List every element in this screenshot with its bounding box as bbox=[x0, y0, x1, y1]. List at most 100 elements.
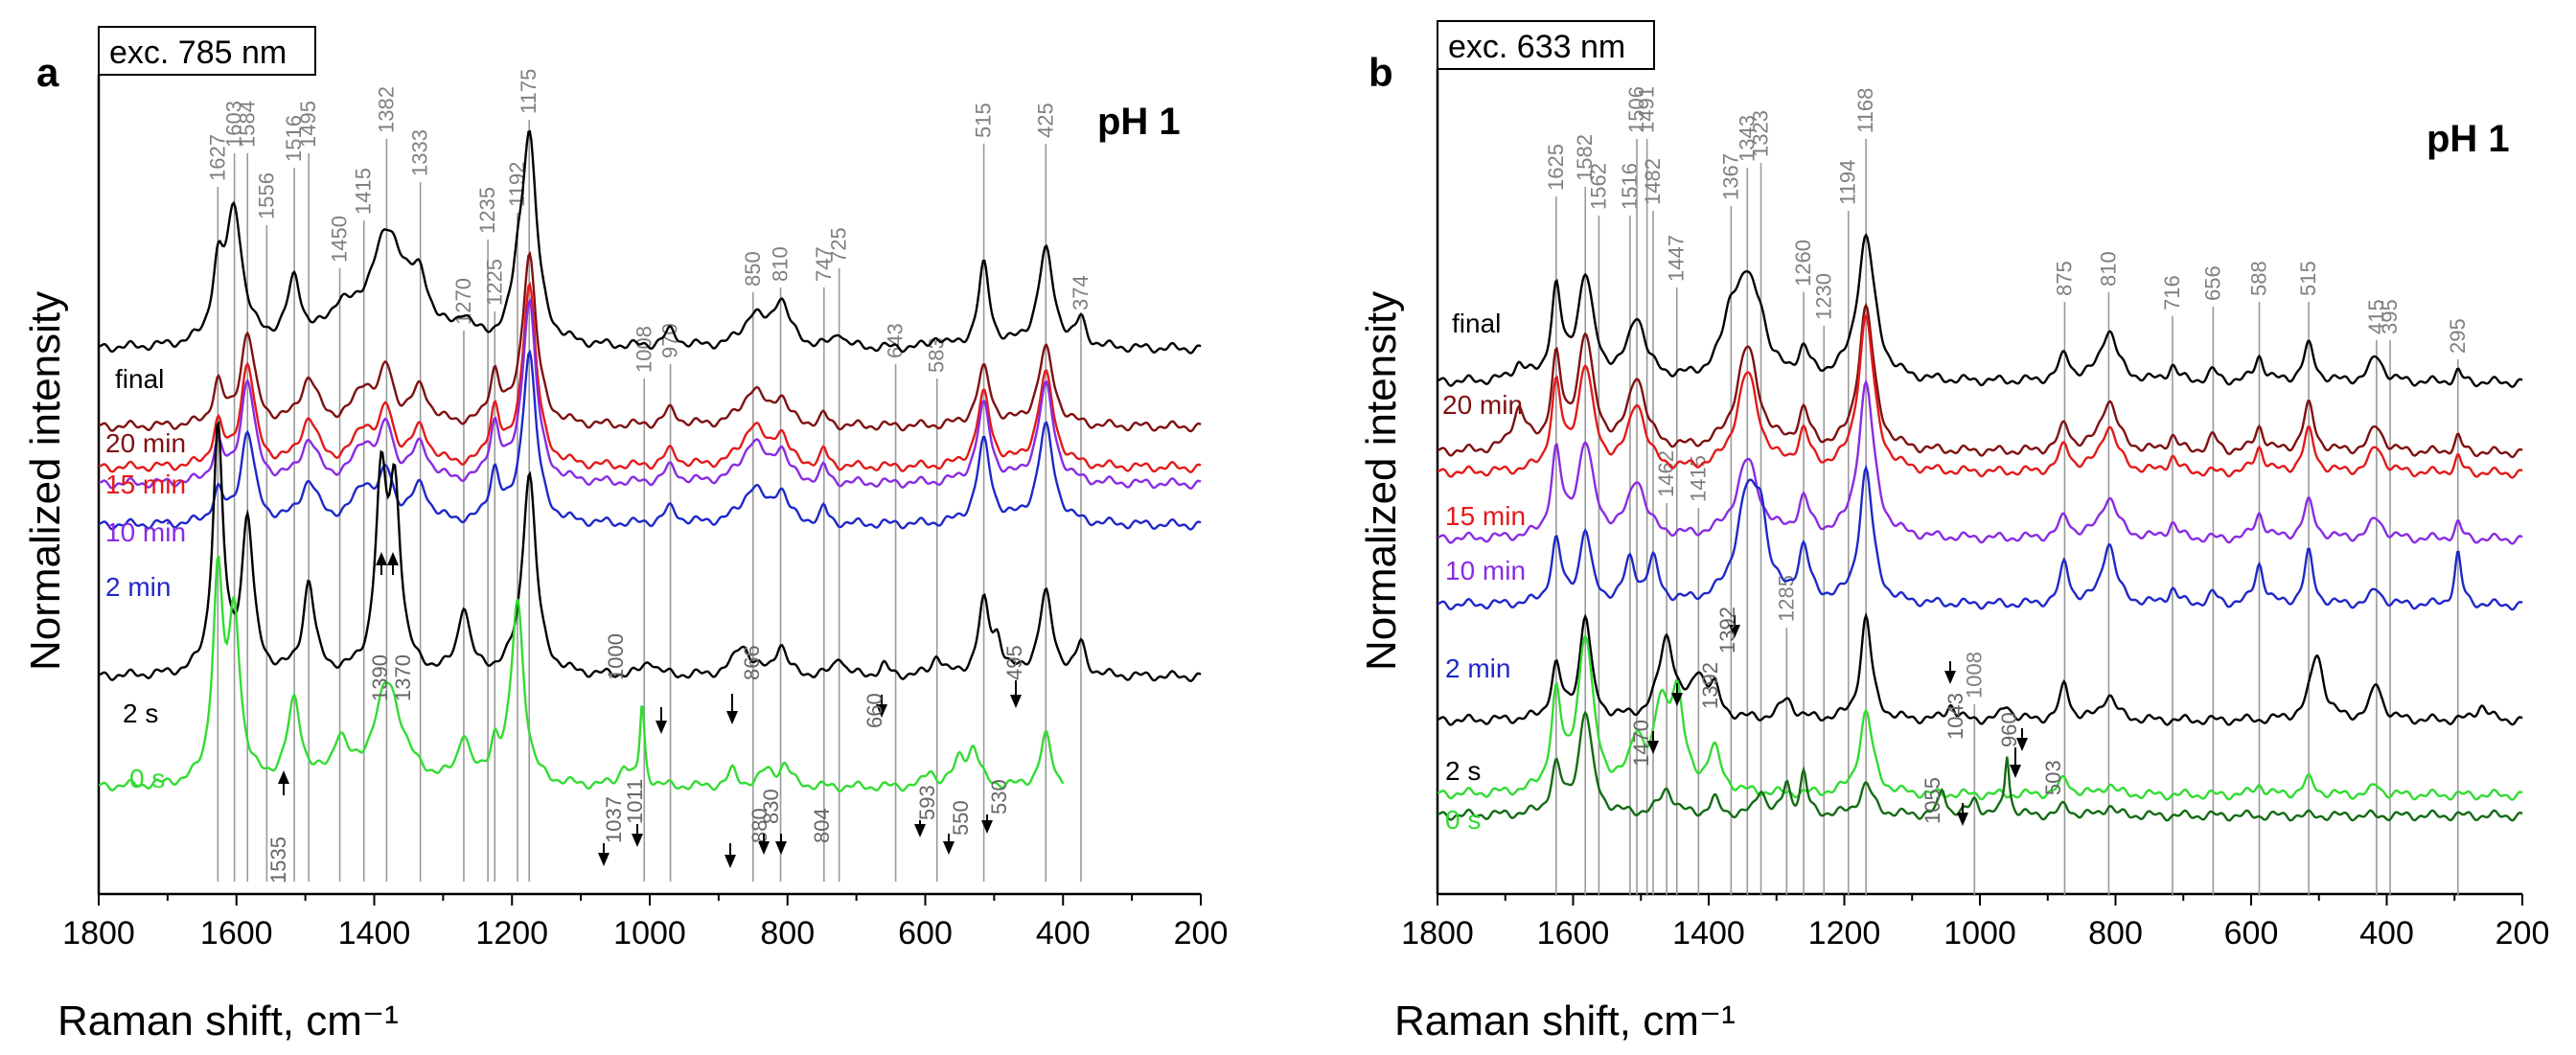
panel-a-xlabel: Raman shift, cm⁻¹ bbox=[58, 998, 399, 1044]
annotation-arrowhead bbox=[376, 552, 387, 565]
x-tick-label: 1800 bbox=[62, 915, 135, 952]
trace-label: 20 min bbox=[105, 428, 186, 458]
reference-line-label: 1582 bbox=[1573, 134, 1597, 181]
annotation-label: 495 bbox=[1002, 645, 1026, 680]
annotation-label: 1390 bbox=[368, 654, 392, 701]
annotation-arrowhead bbox=[758, 841, 770, 855]
annotation-label: 530 bbox=[987, 779, 1011, 814]
panel-b-exc-label: exc. 633 nm bbox=[1448, 29, 1625, 65]
annotation-label: 1055 bbox=[1920, 777, 1944, 824]
panel-b: b exc. 633 nm pH 1 Raman shift, cm⁻¹ Nor… bbox=[1358, 20, 2550, 1044]
reference-line-label: 1260 bbox=[1791, 240, 1815, 287]
reference-line-label: 1506 bbox=[1624, 86, 1648, 133]
panel-b-exc-box bbox=[1437, 20, 1655, 70]
reference-line-label: 1462 bbox=[1654, 450, 1678, 497]
reference-line-label: 1367 bbox=[1718, 153, 1742, 200]
reference-line-label: 1625 bbox=[1544, 144, 1568, 191]
x-tick-label: 1400 bbox=[1672, 915, 1745, 952]
annotation-label: 1535 bbox=[266, 837, 290, 883]
annotation-label: 1392 bbox=[1698, 662, 1722, 709]
annotation-label: 1011 bbox=[623, 779, 647, 824]
reference-line-label: 374 bbox=[1069, 275, 1092, 310]
spectrum-line-10-min bbox=[98, 297, 1202, 490]
trace-label: 10 min bbox=[105, 517, 186, 547]
x-tick-label: 200 bbox=[1174, 915, 1229, 952]
x-tick-label: 400 bbox=[2359, 915, 2414, 952]
reference-line-label: 515 bbox=[972, 103, 996, 138]
spectrum-line-0-s-dark bbox=[1437, 710, 2523, 822]
annotation-label: 1470 bbox=[1629, 720, 1653, 767]
annotation-arrowhead bbox=[724, 855, 736, 868]
annotation-label: 1037 bbox=[602, 796, 626, 843]
x-tick-label: 200 bbox=[2496, 915, 2550, 952]
panel-a-exc-label: exc. 785 nm bbox=[109, 34, 287, 71]
annotation-label: 1392 bbox=[1715, 607, 1739, 654]
reference-line-label: 1516 bbox=[282, 115, 306, 162]
annotation-arrowhead bbox=[1010, 695, 1022, 708]
annotation-arrowhead bbox=[1944, 671, 1956, 684]
spectrum-line-2-s bbox=[99, 420, 1202, 682]
reference-line-label: 1343 bbox=[1735, 115, 1759, 162]
x-tick-label: 1200 bbox=[1808, 915, 1881, 952]
reference-line-label: 1168 bbox=[1853, 88, 1877, 133]
reference-line-label: 1415 bbox=[352, 168, 376, 215]
annotation-arrowhead bbox=[775, 841, 787, 855]
reference-line-label: 643 bbox=[884, 323, 908, 358]
reference-line-label: 1603 bbox=[222, 101, 246, 148]
reference-line-label: 1584 bbox=[235, 101, 259, 148]
annotation-arrowhead bbox=[726, 711, 738, 724]
reference-line-label: 515 bbox=[2296, 261, 2320, 296]
spectrum-line-0-s bbox=[1437, 633, 2523, 801]
reference-line-label: 1491 bbox=[1635, 86, 1659, 133]
reference-line-label: 1333 bbox=[408, 129, 432, 176]
reference-line-label: 1235 bbox=[475, 187, 499, 234]
reference-line-label: 1285 bbox=[1774, 575, 1798, 622]
x-tick-label: 1200 bbox=[475, 915, 548, 952]
spectrum-line-2-min bbox=[1438, 464, 2523, 611]
trace-label: 15 min bbox=[105, 470, 186, 499]
reference-line-label: 1382 bbox=[374, 86, 398, 133]
panel-a-ph-label: pH 1 bbox=[1097, 101, 1181, 143]
annotation-label: 503 bbox=[2041, 760, 2065, 795]
reference-line-label: 1323 bbox=[1748, 110, 1772, 157]
reference-line-label: 1516 bbox=[1618, 163, 1642, 210]
x-tick-label: 400 bbox=[1036, 915, 1091, 952]
annotation-label: 593 bbox=[915, 785, 939, 820]
panel-a-exc-box bbox=[98, 26, 316, 76]
reference-line-label: 1447 bbox=[1665, 235, 1689, 282]
reference-line-label: 656 bbox=[2200, 265, 2224, 301]
annotation-arrowhead bbox=[2010, 765, 2021, 778]
reference-line-label: 725 bbox=[827, 227, 851, 263]
annotation-label: 830 bbox=[759, 789, 783, 824]
reference-line-label: 1562 bbox=[1586, 163, 1610, 210]
reference-line-label: 810 bbox=[2096, 251, 2120, 287]
trace-label: 15 min bbox=[1445, 501, 1526, 531]
annotation-arrowhead bbox=[598, 853, 610, 866]
reference-line-label: 588 bbox=[2246, 261, 2270, 296]
reference-line-label: 810 bbox=[769, 246, 793, 282]
annotation-label: 960 bbox=[1997, 712, 2021, 747]
reference-line-label: 1194 bbox=[1836, 160, 1860, 205]
trace-label: 0 s bbox=[1445, 805, 1481, 835]
trace-label: final bbox=[1452, 309, 1501, 338]
annotation-arrowhead bbox=[632, 834, 643, 847]
spectrum-line-0-s bbox=[98, 555, 1065, 793]
annotation-arrowhead bbox=[1647, 741, 1659, 754]
annotation-arrowhead bbox=[1671, 693, 1683, 706]
spectrum-line-final bbox=[99, 129, 1202, 355]
x-tick-label: 1600 bbox=[1537, 915, 1610, 952]
spectrum-line-2-s bbox=[1438, 611, 2523, 726]
panel-a-letter: a bbox=[36, 50, 59, 95]
annotation-arrowhead bbox=[278, 770, 289, 784]
spectrum-line-15-min bbox=[1438, 312, 2523, 479]
x-tick-label: 1000 bbox=[1944, 915, 2016, 952]
spectrum-line-2-min bbox=[98, 349, 1202, 531]
trace-label: 2 min bbox=[1445, 654, 1510, 683]
reference-line-label: 1495 bbox=[296, 101, 320, 148]
x-tick-label: 1400 bbox=[338, 915, 411, 952]
trace-label: 20 min bbox=[1442, 390, 1523, 420]
panel-b-ph-label: pH 1 bbox=[2426, 118, 2510, 160]
annotation-arrowhead bbox=[1729, 625, 1740, 638]
reference-line-label: 395 bbox=[2378, 299, 2402, 334]
reference-line-label: 1556 bbox=[254, 172, 278, 219]
